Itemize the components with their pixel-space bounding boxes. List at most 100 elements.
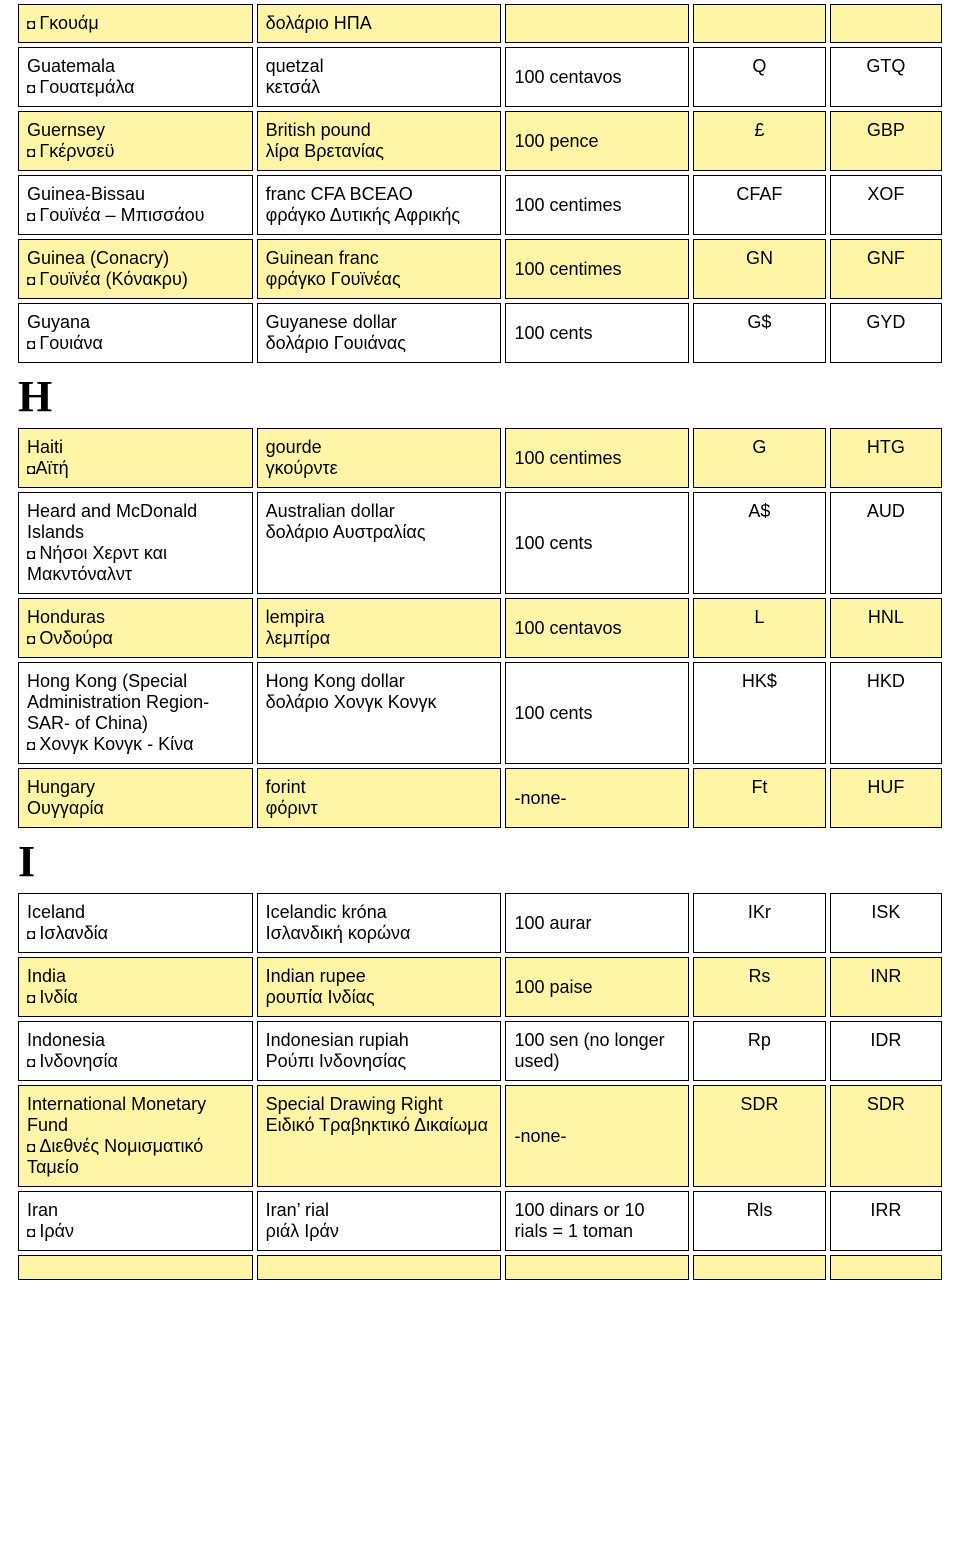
country-gk: Αϊτή	[27, 458, 244, 479]
table-row: IndiaΙνδίαIndian rupeeρουπία Ινδίας100 p…	[18, 957, 942, 1017]
subunit-cell: 100 dinars or 10 rials = 1 toman	[505, 1191, 689, 1251]
subunit-cell: 100 cents	[505, 492, 689, 594]
country-gk: Ουγγαρία	[27, 798, 244, 819]
code-cell: GTQ	[830, 47, 942, 107]
country-gk: Ινδία	[27, 987, 244, 1008]
subunit-cell: 100 centavos	[505, 47, 689, 107]
code-cell: GBP	[830, 111, 942, 171]
symbol-cell: HK$	[693, 662, 826, 764]
country-cell: Hong Kong (Special Administration Region…	[18, 662, 253, 764]
currency-gk: Ειδικό Τραβηκτικό Δικαίωμα	[266, 1115, 493, 1136]
subunit-cell: 100 cents	[505, 662, 689, 764]
code-cell: GYD	[830, 303, 942, 363]
currency-gk: γκούρντε	[266, 458, 493, 479]
currency-en: Indian rupee	[266, 966, 493, 987]
country-cell	[18, 1255, 253, 1280]
subunit-cell	[505, 1255, 689, 1280]
subunit-cell: 100 centimes	[505, 428, 689, 488]
table-row: IcelandΙσλανδία Icelandic krónaΙσλανδική …	[18, 893, 942, 953]
country-en: Hong Kong (Special Administration Region…	[27, 671, 244, 734]
table-row	[18, 1255, 942, 1280]
country-gk: Γκουάμ	[27, 13, 244, 34]
country-cell: GuyanaΓουιάνα	[18, 303, 253, 363]
section-letter: H	[18, 371, 946, 422]
table-row: Guinea-BissauΓουϊνέα – Μπισσάου franc CFA…	[18, 175, 942, 235]
currency-cell: Guyanese dollarδολάριο Γουιάνας	[257, 303, 502, 363]
currency-cell: lempiraλεμπίρα	[257, 598, 502, 658]
table-row: HaitiΑϊτή gourdeγκούρντε 100 centimesGHTG	[18, 428, 942, 488]
currency-gk: λίρα Βρετανίας	[266, 141, 493, 162]
country-cell: Γκουάμ	[18, 4, 253, 43]
country-cell: GuernseyΓκέρνσεϋ	[18, 111, 253, 171]
table-row: Guinea (Conacry)Γουϊνέα (Κόνακρυ)Guinean…	[18, 239, 942, 299]
country-en: Heard and McDonald Islands	[27, 501, 244, 543]
country-en: Iran	[27, 1200, 244, 1221]
currency-cell: δολάριο ΗΠΑ	[257, 4, 502, 43]
table-row: GuatemalaΓουατεμάλαquetzalκετσάλ100 cent…	[18, 47, 942, 107]
currency-gk: Ισλανδική κορώνα	[266, 923, 493, 944]
currency-cell: Australian dollarδολάριο Αυστραλίας	[257, 492, 502, 594]
code-cell: IRR	[830, 1191, 942, 1251]
country-gk: Γουιάνα	[27, 333, 244, 354]
country-cell: HaitiΑϊτή	[18, 428, 253, 488]
symbol-cell	[693, 1255, 826, 1280]
country-gk: Γουατεμάλα	[27, 77, 244, 98]
currency-cell: Hong Kong dollarδολάριο Χονγκ Κονγκ	[257, 662, 502, 764]
code-cell: ISK	[830, 893, 942, 953]
country-gk: Ινδονησία	[27, 1051, 244, 1072]
table-row: HondurasΟνδούραlempiraλεμπίρα100 centavo…	[18, 598, 942, 658]
code-cell: IDR	[830, 1021, 942, 1081]
currency-en: δολάριο ΗΠΑ	[266, 13, 493, 34]
country-cell: Guinea-BissauΓουϊνέα – Μπισσάου	[18, 175, 253, 235]
currency-en: Guyanese dollar	[266, 312, 493, 333]
table-row: Hong Kong (Special Administration Region…	[18, 662, 942, 764]
currency-cell: quetzalκετσάλ	[257, 47, 502, 107]
currency-table: Γκουάμδολάριο ΗΠΑGuatemalaΓουατεμάλαquet…	[14, 0, 946, 367]
subunit-cell: -none-	[505, 768, 689, 828]
code-cell: HTG	[830, 428, 942, 488]
currency-gk: φράγκο Δυτικής Αφρικής	[266, 205, 493, 226]
subunit-cell: -none-	[505, 1085, 689, 1187]
country-en: Guinea-Bissau	[27, 184, 244, 205]
table-row: HungaryΟυγγαρίαforintφόριντ-none-FtHUF	[18, 768, 942, 828]
currency-cell: Guinean francφράγκο Γουϊνέας	[257, 239, 502, 299]
code-cell: AUD	[830, 492, 942, 594]
currency-en: franc CFA BCEAO	[266, 184, 493, 205]
country-en: Iceland	[27, 902, 244, 923]
country-gk: Γουϊνέα – Μπισσάου	[27, 205, 244, 226]
country-gk: Γκέρνσεϋ	[27, 141, 244, 162]
country-gk: Ιράν	[27, 1221, 244, 1242]
country-cell: Guinea (Conacry)Γουϊνέα (Κόνακρυ)	[18, 239, 253, 299]
code-cell: HUF	[830, 768, 942, 828]
currency-en: Icelandic króna	[266, 902, 493, 923]
subunit-cell: 100 centimes	[505, 239, 689, 299]
country-en: Hungary	[27, 777, 244, 798]
symbol-cell: G	[693, 428, 826, 488]
country-en: Guinea (Conacry)	[27, 248, 244, 269]
country-cell: International Monetary FundΔιεθνές Νομισ…	[18, 1085, 253, 1187]
table-row: Heard and McDonald IslandsΝήσοι Χερντ κα…	[18, 492, 942, 594]
country-cell: IcelandΙσλανδία	[18, 893, 253, 953]
symbol-cell: A$	[693, 492, 826, 594]
currency-cell: Iran’ rialριάλ Ιράν	[257, 1191, 502, 1251]
subunit-cell: 100 centimes	[505, 175, 689, 235]
currency-gk: λεμπίρα	[266, 628, 493, 649]
currency-en: quetzal	[266, 56, 493, 77]
symbol-cell: Q	[693, 47, 826, 107]
country-en: Guernsey	[27, 120, 244, 141]
currency-gk: ριάλ Ιράν	[266, 1221, 493, 1242]
subunit-cell: 100 sen (no longer used)	[505, 1021, 689, 1081]
currency-en: Special Drawing Right	[266, 1094, 493, 1115]
currency-cell: Indian rupeeρουπία Ινδίας	[257, 957, 502, 1017]
currency-en: gourde	[266, 437, 493, 458]
table-row: IranΙράν Iran’ rialριάλ Ιράν100 dinars or…	[18, 1191, 942, 1251]
code-cell: HKD	[830, 662, 942, 764]
symbol-cell: Ft	[693, 768, 826, 828]
table-row: Γκουάμ δολάριο ΗΠΑ	[18, 4, 942, 43]
currency-gk: δολάριο Γουιάνας	[266, 333, 493, 354]
currency-table: HaitiΑϊτήgourdeγκούρντε100 centimesGHTGH…	[14, 424, 946, 832]
code-cell	[830, 4, 942, 43]
subunit-cell	[505, 4, 689, 43]
symbol-cell: G$	[693, 303, 826, 363]
symbol-cell: Rls	[693, 1191, 826, 1251]
